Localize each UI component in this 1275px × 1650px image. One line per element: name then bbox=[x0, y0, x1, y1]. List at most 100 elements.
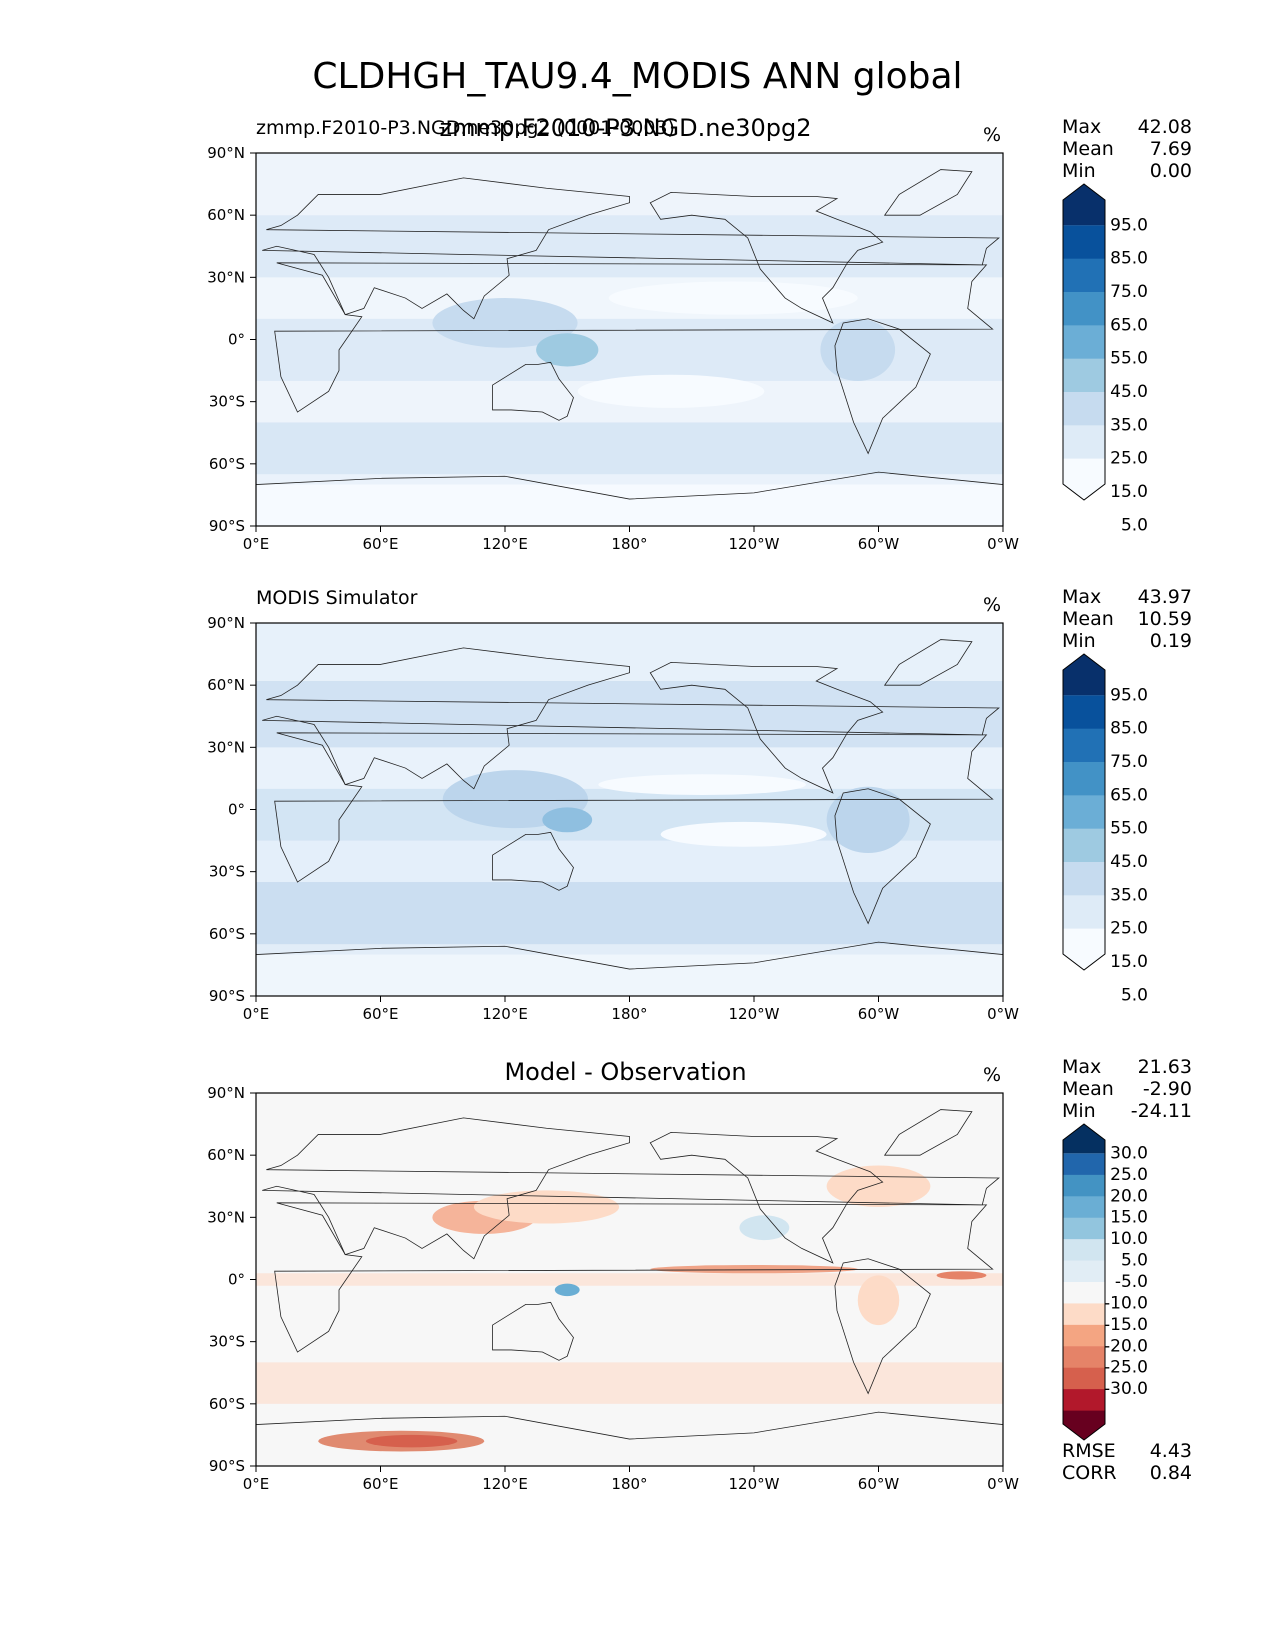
colorbar-swatch bbox=[1063, 358, 1105, 393]
field-band bbox=[256, 954, 1003, 996]
coastline bbox=[492, 361, 574, 421]
field-patch bbox=[857, 1275, 900, 1326]
metric-rmse: RMSE 4.43 bbox=[1062, 1440, 1192, 1462]
figure-title: CLDHGH_TAU9.4_MODIS ANN global bbox=[312, 56, 963, 97]
colorbar-swatch bbox=[1063, 1239, 1105, 1262]
colorbar-swatch bbox=[1063, 1196, 1105, 1219]
colorbar-swatch bbox=[1063, 1174, 1105, 1197]
colorbar-outline bbox=[1062, 1123, 1106, 1441]
field-patch bbox=[608, 281, 858, 315]
map-field bbox=[256, 1093, 1003, 1466]
colorbar-label: 85.0 bbox=[1110, 719, 1148, 739]
coastline bbox=[262, 1117, 1000, 1260]
coastline bbox=[492, 831, 574, 891]
y-tick-label: 90°S bbox=[209, 1457, 245, 1475]
colorbar-outline bbox=[1062, 653, 1106, 971]
coastline bbox=[883, 1109, 973, 1156]
panel-test: zmmp.F2010-P3.NGD.ne30pg2 (0001-0003) zm… bbox=[0, 100, 1275, 550]
colorbar-cap bbox=[1063, 458, 1105, 500]
colorbar-label: 25.0 bbox=[1110, 919, 1148, 939]
y-tick-label: 60°S bbox=[209, 1395, 245, 1413]
field-patch bbox=[820, 318, 896, 381]
colorbar-label: -10.0 bbox=[1104, 1293, 1148, 1313]
x-tick-label: 120°W bbox=[729, 535, 780, 550]
colorbar-label: 5.0 bbox=[1121, 985, 1148, 1005]
y-tick-label: 0° bbox=[228, 1271, 245, 1289]
colorbar-label: 5.0 bbox=[1121, 515, 1148, 535]
colorbar-label: 5.0 bbox=[1121, 1251, 1148, 1271]
colorbar-label: -5.0 bbox=[1115, 1272, 1148, 1292]
x-tick-label: 0°W bbox=[987, 1475, 1019, 1490]
colorbar-swatch bbox=[1063, 1153, 1105, 1176]
colorbar-label: 85.0 bbox=[1110, 249, 1148, 269]
colorbar-cap bbox=[1063, 1410, 1105, 1440]
x-tick-label: 120°W bbox=[729, 1005, 780, 1020]
panel-title: Model - Observation bbox=[504, 1058, 747, 1086]
coastline bbox=[274, 262, 994, 413]
field-band bbox=[256, 1362, 1003, 1404]
colorbar-label: 15.0 bbox=[1110, 1208, 1148, 1228]
field-patch bbox=[365, 1434, 458, 1448]
x-tick-label: 180° bbox=[611, 1475, 647, 1490]
colorbar-cap bbox=[1063, 928, 1105, 970]
y-tick-label: 30°N bbox=[207, 738, 245, 756]
colorbar-swatch bbox=[1063, 258, 1105, 293]
field-band bbox=[256, 882, 1003, 945]
x-tick-label: 0°E bbox=[243, 1475, 270, 1490]
x-tick-label: 120°E bbox=[482, 535, 528, 550]
colorbar-swatch bbox=[1063, 762, 1105, 796]
colorbar-swatch bbox=[1063, 1324, 1105, 1347]
colorbar-label: 65.0 bbox=[1110, 315, 1148, 335]
x-tick-label: 0°W bbox=[987, 535, 1019, 550]
colorbar-label: -30.0 bbox=[1104, 1379, 1148, 1399]
colorbar-swatch bbox=[1063, 1260, 1105, 1283]
y-tick-label: 90°N bbox=[207, 144, 245, 162]
colorbar-swatch bbox=[1063, 325, 1105, 360]
y-tick-label: 90°N bbox=[207, 614, 245, 632]
coastline bbox=[492, 1301, 574, 1361]
colorbar-swatch bbox=[1063, 1282, 1105, 1304]
colorbar-label: 45.0 bbox=[1110, 852, 1148, 872]
field-band bbox=[256, 484, 1003, 526]
colorbar-swatch bbox=[1063, 1389, 1105, 1412]
coastline bbox=[834, 318, 931, 455]
colorbar-label: 15.0 bbox=[1110, 952, 1148, 972]
map-plot: 0°E 60°E 120°E 180° 120°W 60°W 0°W 90°N 60°N 30°N… bbox=[207, 614, 1148, 1020]
x-tick-label: 60°E bbox=[362, 535, 398, 550]
colorbar-swatch bbox=[1063, 1346, 1105, 1369]
y-tick-label: 90°S bbox=[209, 517, 245, 535]
unit-label: % bbox=[983, 594, 1002, 616]
stat-max: Max 21.63 bbox=[1062, 1056, 1192, 1078]
y-tick-label: 90°N bbox=[207, 1084, 245, 1102]
x-tick-label: 120°E bbox=[482, 1005, 528, 1020]
unit-label: % bbox=[983, 124, 1002, 146]
coastline bbox=[256, 941, 1003, 970]
field-patch bbox=[577, 374, 765, 408]
coastline bbox=[883, 169, 973, 216]
panel-title: zmmp.F2010-P3.NGD.ne30pg2 (0001-0003) bbox=[256, 117, 675, 139]
colorbar-swatch bbox=[1063, 795, 1105, 830]
colorbar-label: 95.0 bbox=[1110, 685, 1148, 705]
colorbar-label: 55.0 bbox=[1110, 349, 1148, 369]
field-patch bbox=[432, 298, 578, 348]
panel-difference: Model - Observation % 0°E 60°E 120°E 180° 12… bbox=[0, 1040, 1275, 1490]
coastline bbox=[262, 647, 1000, 790]
metric-corr: CORR 0.84 bbox=[1062, 1462, 1192, 1484]
x-tick-label: 180° bbox=[611, 535, 647, 550]
x-tick-label: 180° bbox=[611, 1005, 647, 1020]
coastline bbox=[256, 471, 1003, 500]
stats-box: Max 21.63 Mean -2.90 Min -24.11 bbox=[1062, 1056, 1192, 1122]
colorbar-label: 15.0 bbox=[1110, 482, 1148, 502]
field-band bbox=[256, 422, 1003, 475]
coastline bbox=[834, 1258, 931, 1395]
stats-box: Max 42.08 Mean 7.69 Min 0.00 bbox=[1062, 116, 1192, 182]
stat-mean: Mean -2.90 bbox=[1062, 1078, 1192, 1100]
y-tick-label: 60°N bbox=[207, 1146, 245, 1164]
x-tick-label: 120°E bbox=[482, 1475, 528, 1490]
y-tick-label: 60°N bbox=[207, 206, 245, 224]
x-tick-label: 60°W bbox=[858, 535, 900, 550]
field-patch bbox=[826, 1165, 931, 1207]
colorbar-swatch bbox=[1063, 895, 1105, 930]
y-tick-label: 90°S bbox=[209, 987, 245, 1005]
y-tick-label: 30°S bbox=[209, 1333, 245, 1351]
